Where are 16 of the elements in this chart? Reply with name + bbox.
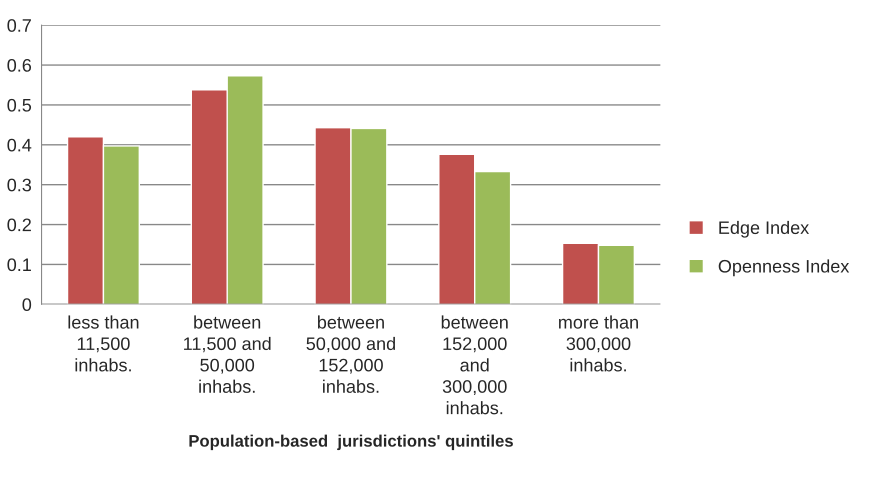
x-tick-label: less than 11,500 inhabs. (68, 315, 138, 372)
x-tick-label: between 50,000 and 152,000 inhabs. (306, 315, 395, 393)
y-tick-label: 0.6 (7, 58, 32, 72)
y-tick-label: 0.1 (7, 258, 31, 272)
y-tick-label: 0.4 (7, 138, 32, 152)
x-tick-label: between 152,000 and 300,000 inhabs. (442, 315, 508, 414)
y-tick-label: 0.3 (7, 178, 32, 192)
x-tick-label: more than 300,000 inhabs. (559, 315, 638, 372)
legend-label: Openness Index (718, 259, 850, 276)
y-tick-label: 0.5 (7, 98, 32, 112)
x-axis-title: Population-based jurisdictions' quintiles (189, 434, 513, 450)
legend-label: Edge Index (719, 220, 810, 238)
y-tick-label: 0 (22, 298, 32, 312)
x-tick-label: between 11,500 and 50,000 inhabs. (184, 315, 271, 393)
y-tick-label: 0.2 (7, 218, 31, 232)
y-tick-label: 0.7 (7, 19, 31, 32)
